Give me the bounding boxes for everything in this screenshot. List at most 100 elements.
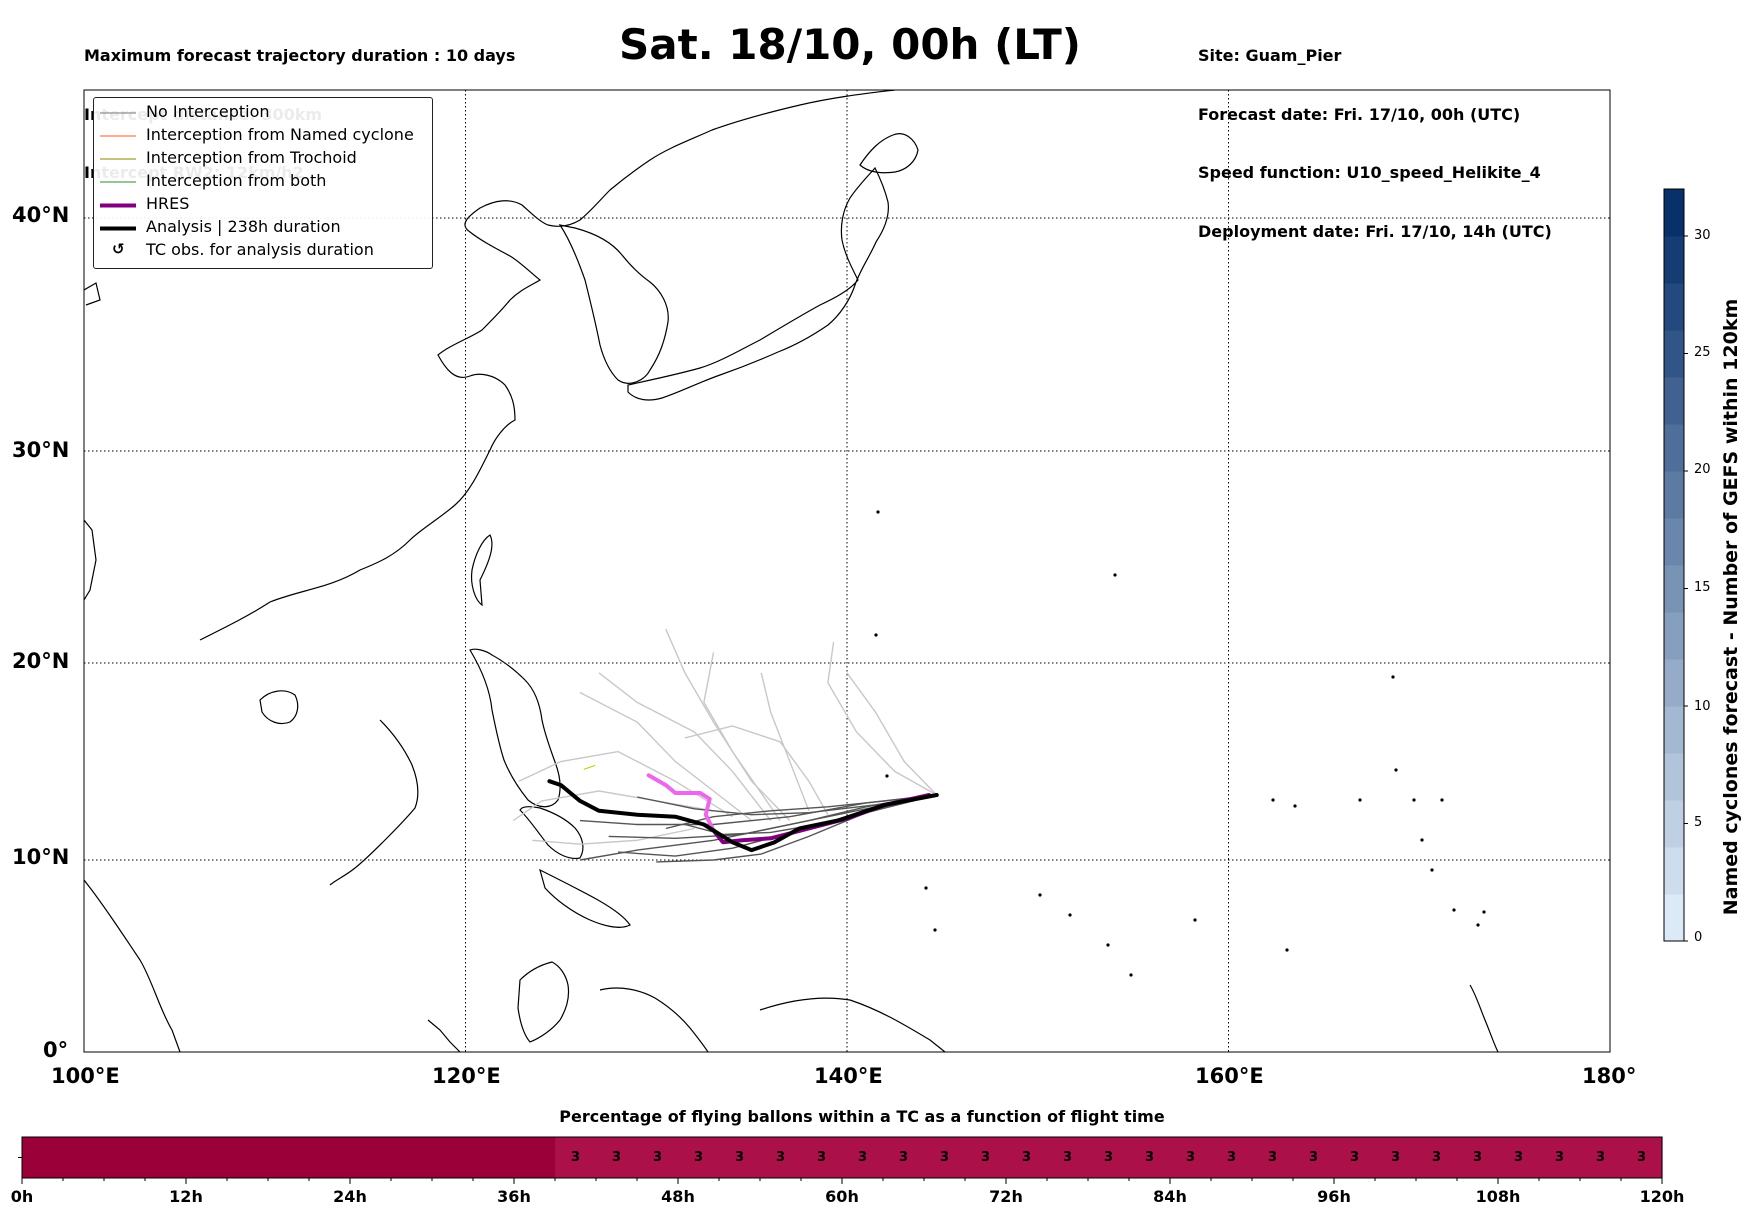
legend-line-named-cyclone [100, 135, 136, 137]
legend-line-no-interception [100, 112, 136, 114]
colorbar-segment [1664, 800, 1684, 848]
colorbar-tick-30: 30 [1694, 228, 1711, 243]
island [1285, 948, 1289, 952]
flight-bar-title: Percentage of flying ballons within a TC… [559, 1107, 1165, 1126]
island [1358, 798, 1362, 802]
legend-label: TC obs. for analysis duration [146, 240, 374, 259]
coastline-segment [469, 648, 561, 808]
flight-bar-bin [1457, 1137, 1499, 1178]
flight-bar-bin [1211, 1137, 1253, 1178]
colorbar-segment [1664, 847, 1684, 895]
flight-bar-value-label: 3 [1431, 1150, 1442, 1165]
flight-bar-bin [63, 1137, 105, 1178]
island [1476, 923, 1480, 927]
flight-tick-36h: 36h [497, 1187, 531, 1206]
flight-bar-value-label: 3 [1267, 1150, 1278, 1165]
flight-tick-0h: 0h [10, 1187, 34, 1206]
launch-site-marker [934, 792, 939, 797]
flight-bar-value-label: 3 [775, 1150, 786, 1165]
header-max-duration: Maximum forecast trajectory duration : 1… [84, 46, 516, 65]
coastline-segment [517, 961, 570, 1043]
colorbar-tick-0: 0 [1694, 930, 1703, 945]
map-legend: No Interception Interception from Named … [93, 97, 433, 269]
flight-bar-value-label: 3 [570, 1150, 581, 1165]
tc-obs-icon: ↺ [112, 240, 125, 258]
legend-item-analysis: Analysis | 238h duration [94, 216, 432, 238]
flight-tick-72h: 72h [989, 1187, 1023, 1206]
colorbar-label: Named cyclones forecast - Number of GEFS… [1720, 298, 1742, 916]
flight-bar-bin [924, 1137, 966, 1178]
legend-item-hres: HRES [94, 193, 432, 215]
flight-bar-bin [555, 1137, 597, 1178]
flight-bar-value-label: 3 [1062, 1150, 1073, 1165]
flight-bar-bin [1580, 1137, 1622, 1178]
colorbar-segment [1664, 424, 1684, 472]
flight-bar-bin [596, 1137, 638, 1178]
flight-bar-value-label: 3 [1636, 1150, 1647, 1165]
flight-bar-value-label: 3 [980, 1150, 991, 1165]
flight-bar-bin [227, 1137, 269, 1178]
flight-bar-bin [760, 1137, 802, 1178]
flight-time-bar [18, 1136, 1663, 1184]
colorbar-segment [1664, 330, 1684, 378]
legend-line-hres [100, 203, 136, 208]
island [1412, 798, 1416, 802]
flight-bar-bin [432, 1137, 474, 1178]
flight-bar-bin [1170, 1137, 1212, 1178]
colorbar-segment [1664, 283, 1684, 331]
flight-bar-bin [678, 1137, 720, 1178]
flight-tick-84h: 84h [1153, 1187, 1187, 1206]
flight-bar-bin [842, 1137, 884, 1178]
island [1113, 573, 1117, 577]
island [1482, 910, 1486, 914]
flight-bar-value-label: 3 [1472, 1150, 1483, 1165]
colorbar-segment [1664, 377, 1684, 425]
ensemble-trajectory [579, 794, 937, 826]
flight-bar-value-label: 3 [1390, 1150, 1401, 1165]
island [1129, 973, 1133, 977]
header-forecast-date: Forecast date: Fri. 17/10, 00h (UTC) [1198, 104, 1521, 124]
colorbar-segment [1664, 518, 1684, 566]
colorbar-segment [1664, 471, 1684, 519]
flight-bar-value-label: 3 [1308, 1150, 1319, 1165]
flight-bar-bin [186, 1137, 228, 1178]
flight-bar-value-label: 3 [611, 1150, 622, 1165]
header-speed-function: Speed function: U10_speed_Helikite_4 [1198, 163, 1541, 182]
trochoid-interception-trajectory [583, 764, 596, 770]
flight-bar-bin [350, 1137, 392, 1178]
flight-bar-value-label: 3 [693, 1150, 704, 1165]
flight-bar-bin [637, 1137, 679, 1178]
lon-tick-100e: 100°E [51, 1064, 120, 1088]
island [1440, 798, 1444, 802]
flight-bar-bin [391, 1137, 433, 1178]
flight-bar-bin [719, 1137, 761, 1178]
coastline-segment [470, 534, 493, 607]
flight-bar-bin [22, 1137, 64, 1178]
analysis-trajectory [547, 779, 939, 853]
flight-bar-value-label: 3 [652, 1150, 663, 1165]
flight-bar-value-label: 3 [734, 1150, 745, 1165]
ensemble-trajectory-faded [684, 725, 829, 816]
lat-tick-40n: 40°N [12, 203, 70, 227]
colorbar-segment [1664, 706, 1684, 754]
coastline-segment [199, 90, 896, 641]
legend-line-analysis [100, 226, 136, 231]
coastline-segment [558, 224, 669, 384]
legend-label: Interception from both [146, 171, 327, 190]
legend-line-trochoid [100, 158, 136, 160]
coastline-segment [759, 997, 946, 1052]
flight-bar-value-label: 3 [816, 1150, 827, 1165]
flight-bar-bin [1621, 1137, 1663, 1178]
flight-tick-12h: 12h [169, 1187, 203, 1206]
colorbar-segment [1664, 565, 1684, 613]
map-frame [83, 89, 1611, 1053]
flight-bar-bin [473, 1137, 515, 1178]
island [876, 510, 880, 514]
lat-tick-0: 0° [43, 1038, 69, 1062]
island [933, 928, 937, 932]
island [1394, 768, 1398, 772]
coastline-segment [329, 719, 419, 886]
flight-bar-bin [104, 1137, 146, 1178]
coastline-segment [1469, 984, 1499, 1052]
